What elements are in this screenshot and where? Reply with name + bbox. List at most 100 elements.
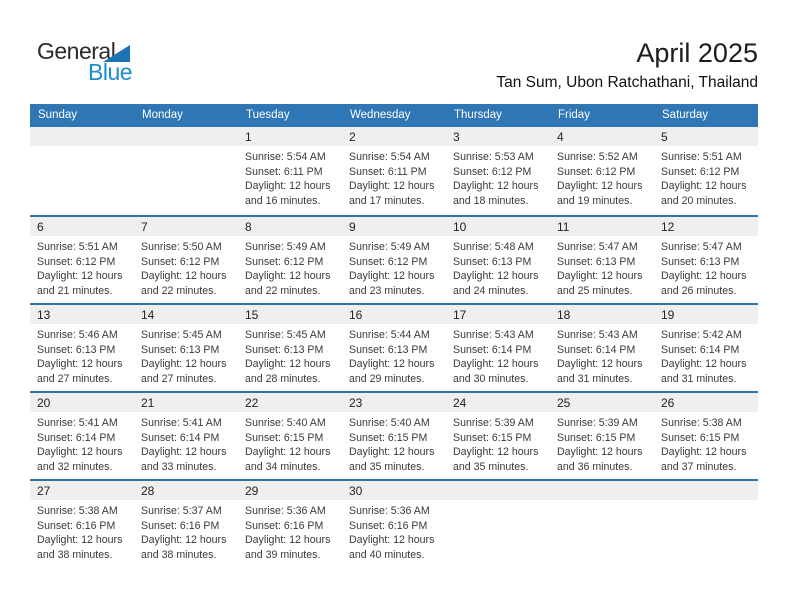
daylight-text-line2: and 16 minutes. (245, 194, 321, 207)
daylight-text-line2: and 33 minutes. (141, 460, 217, 473)
day-number (30, 127, 134, 146)
daylight-text-line1: Daylight: 12 hours (661, 180, 747, 193)
day-number: 11 (550, 217, 654, 236)
day-cell: 24 Sunrise: 5:39 AM Sunset: 6:15 PM Dayl… (446, 393, 550, 479)
daylight-text-line1: Daylight: 12 hours (349, 446, 435, 459)
sunset-text: Sunset: 6:13 PM (141, 343, 220, 356)
daylight-text-line1: Daylight: 12 hours (453, 180, 539, 193)
day-cell (30, 127, 134, 215)
day-details: Sunrise: 5:43 AM Sunset: 6:14 PM Dayligh… (446, 324, 550, 386)
day-details: Sunrise: 5:48 AM Sunset: 6:13 PM Dayligh… (446, 236, 550, 298)
daylight-text-line1: Daylight: 12 hours (661, 270, 747, 283)
sunrise-text: Sunrise: 5:43 AM (557, 329, 638, 341)
day-details: Sunrise: 5:53 AM Sunset: 6:12 PM Dayligh… (446, 146, 550, 208)
daylight-text-line2: and 24 minutes. (453, 284, 529, 297)
day-number (550, 481, 654, 500)
day-cell: 9 Sunrise: 5:49 AM Sunset: 6:12 PM Dayli… (342, 217, 446, 303)
day-details: Sunrise: 5:36 AM Sunset: 6:16 PM Dayligh… (342, 500, 446, 562)
sunset-text: Sunset: 6:12 PM (557, 165, 636, 178)
daylight-text-line2: and 31 minutes. (557, 372, 633, 385)
day-details: Sunrise: 5:54 AM Sunset: 6:11 PM Dayligh… (238, 146, 342, 208)
sunset-text: Sunset: 6:11 PM (349, 165, 427, 178)
day-details: Sunrise: 5:45 AM Sunset: 6:13 PM Dayligh… (134, 324, 238, 386)
day-cell (550, 481, 654, 567)
weekday-header-friday: Friday (558, 109, 590, 121)
daylight-text-line2: and 28 minutes. (245, 372, 321, 385)
day-details: Sunrise: 5:39 AM Sunset: 6:15 PM Dayligh… (446, 412, 550, 474)
daylight-text-line2: and 19 minutes. (557, 194, 633, 207)
day-details: Sunrise: 5:44 AM Sunset: 6:13 PM Dayligh… (342, 324, 446, 386)
day-number: 8 (238, 217, 342, 236)
day-details: Sunrise: 5:54 AM Sunset: 6:11 PM Dayligh… (342, 146, 446, 208)
daylight-text-line2: and 35 minutes. (453, 460, 529, 473)
day-cell: 5 Sunrise: 5:51 AM Sunset: 6:12 PM Dayli… (654, 127, 758, 215)
daylight-text-line1: Daylight: 12 hours (453, 270, 539, 283)
daylight-text-line2: and 38 minutes. (141, 548, 217, 561)
daylight-text-line1: Daylight: 12 hours (453, 358, 539, 371)
day-cell: 25 Sunrise: 5:39 AM Sunset: 6:15 PM Dayl… (550, 393, 654, 479)
daylight-text-line2: and 34 minutes. (245, 460, 321, 473)
week-row: 6 Sunrise: 5:51 AM Sunset: 6:12 PM Dayli… (30, 215, 758, 303)
weekday-header-saturday: Saturday (662, 109, 709, 121)
sunrise-text: Sunrise: 5:47 AM (557, 241, 638, 253)
sunset-text: Sunset: 6:16 PM (245, 519, 324, 532)
day-details (446, 500, 550, 504)
sunset-text: Sunset: 6:12 PM (245, 255, 324, 268)
day-details: Sunrise: 5:42 AM Sunset: 6:14 PM Dayligh… (654, 324, 758, 386)
logo-triangle-icon (103, 45, 130, 62)
sunset-text: Sunset: 6:12 PM (37, 255, 116, 268)
day-cell (654, 481, 758, 567)
day-details: Sunrise: 5:38 AM Sunset: 6:15 PM Dayligh… (654, 412, 758, 474)
daylight-text-line1: Daylight: 12 hours (349, 358, 435, 371)
day-cell: 6 Sunrise: 5:51 AM Sunset: 6:12 PM Dayli… (30, 217, 134, 303)
sunset-text: Sunset: 6:15 PM (453, 431, 532, 444)
sunset-text: Sunset: 6:12 PM (661, 165, 740, 178)
daylight-text-line1: Daylight: 12 hours (557, 180, 643, 193)
day-number: 24 (446, 393, 550, 412)
day-number: 19 (654, 305, 758, 324)
day-cell: 11 Sunrise: 5:47 AM Sunset: 6:13 PM Dayl… (550, 217, 654, 303)
sunset-text: Sunset: 6:13 PM (245, 343, 324, 356)
day-number: 18 (550, 305, 654, 324)
day-number: 28 (134, 481, 238, 500)
sunrise-text: Sunrise: 5:36 AM (245, 505, 326, 517)
daylight-text-line2: and 22 minutes. (245, 284, 321, 297)
daylight-text-line2: and 35 minutes. (349, 460, 425, 473)
daylight-text-line1: Daylight: 12 hours (141, 270, 227, 283)
daylight-text-line1: Daylight: 12 hours (557, 270, 643, 283)
sunrise-text: Sunrise: 5:39 AM (453, 417, 534, 429)
day-details (550, 500, 654, 504)
general-blue-logo: General Blue (37, 38, 147, 86)
day-number: 14 (134, 305, 238, 324)
day-cell: 15 Sunrise: 5:45 AM Sunset: 6:13 PM Dayl… (238, 305, 342, 391)
day-number: 25 (550, 393, 654, 412)
sunset-text: Sunset: 6:13 PM (453, 255, 532, 268)
daylight-text-line2: and 20 minutes. (661, 194, 737, 207)
daylight-text-line2: and 18 minutes. (453, 194, 529, 207)
day-cell: 22 Sunrise: 5:40 AM Sunset: 6:15 PM Dayl… (238, 393, 342, 479)
sunrise-text: Sunrise: 5:53 AM (453, 151, 534, 163)
weekday-header-monday: Monday (142, 109, 183, 121)
daylight-text-line2: and 27 minutes. (141, 372, 217, 385)
week-row: 20 Sunrise: 5:41 AM Sunset: 6:14 PM Dayl… (30, 391, 758, 479)
sunset-text: Sunset: 6:14 PM (37, 431, 116, 444)
sunset-text: Sunset: 6:14 PM (661, 343, 740, 356)
day-cell: 29 Sunrise: 5:36 AM Sunset: 6:16 PM Dayl… (238, 481, 342, 567)
day-number: 7 (134, 217, 238, 236)
sunrise-text: Sunrise: 5:47 AM (661, 241, 742, 253)
day-cell: 17 Sunrise: 5:43 AM Sunset: 6:14 PM Dayl… (446, 305, 550, 391)
weekday-header-thursday: Thursday (454, 109, 502, 121)
day-details: Sunrise: 5:37 AM Sunset: 6:16 PM Dayligh… (134, 500, 238, 562)
day-cell: 7 Sunrise: 5:50 AM Sunset: 6:12 PM Dayli… (134, 217, 238, 303)
daylight-text-line2: and 38 minutes. (37, 548, 113, 561)
logo-text-blue: Blue (88, 59, 133, 85)
sunrise-text: Sunrise: 5:45 AM (245, 329, 326, 341)
sunset-text: Sunset: 6:15 PM (245, 431, 324, 444)
daylight-text-line1: Daylight: 12 hours (349, 270, 435, 283)
day-number: 6 (30, 217, 134, 236)
daylight-text-line1: Daylight: 12 hours (349, 534, 435, 547)
sunrise-text: Sunrise: 5:38 AM (37, 505, 118, 517)
day-cell (446, 481, 550, 567)
day-cell: 30 Sunrise: 5:36 AM Sunset: 6:16 PM Dayl… (342, 481, 446, 567)
